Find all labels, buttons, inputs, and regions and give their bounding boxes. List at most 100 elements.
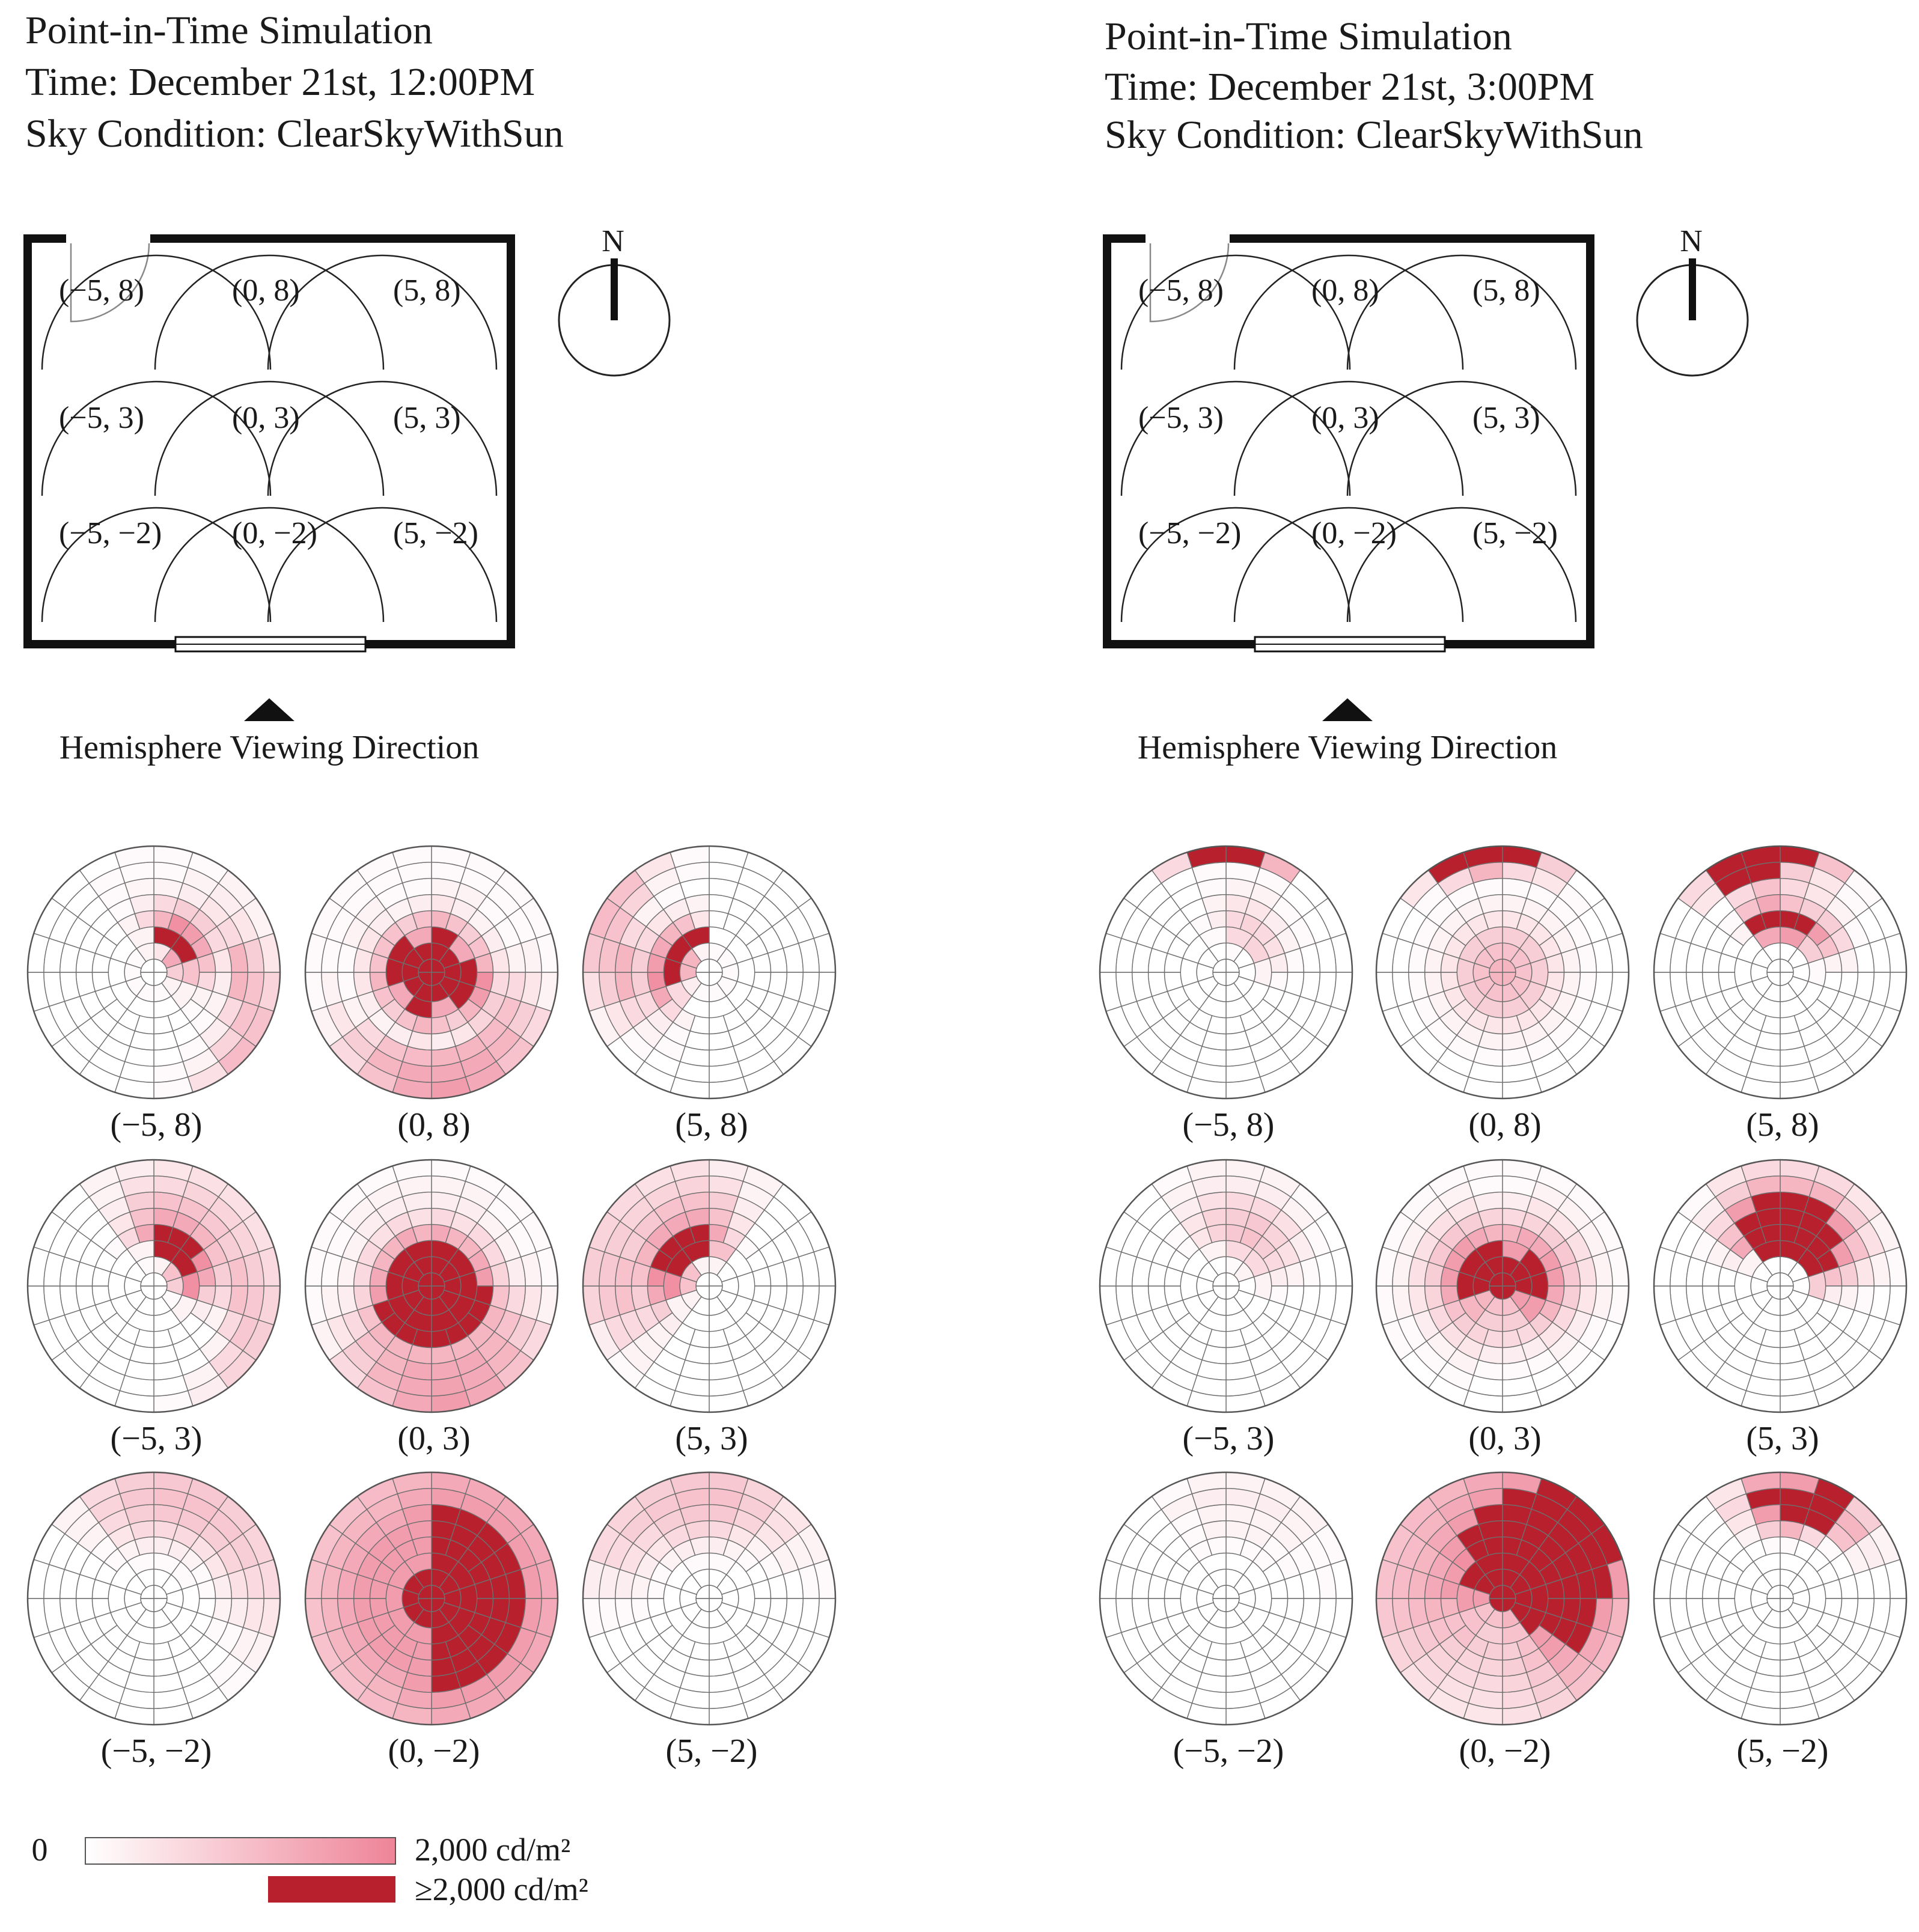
legend-zero-label: 0 [32, 1832, 48, 1868]
hemisphere-rim [304, 1471, 559, 1726]
hemisphere-plot: (5, 8) [582, 845, 837, 1144]
panel-afternoon: Point-in-Time Simulation Time: December … [1099, 14, 1908, 1770]
north-compass-icon: N [558, 224, 671, 377]
hemisphere-rim [26, 1159, 281, 1413]
panel-sky-condition: Sky Condition: ClearSkyWithSun [1105, 113, 1643, 157]
hemisphere-grid: (−5, 8) (0, 8) (5, 8) (−5, 3) (0, 3) (5, 3) (−… [26, 845, 837, 1770]
door-swing [1149, 243, 1230, 323]
hemisphere-rim [1653, 845, 1908, 1100]
hemisphere-plot: (5, 8) [1653, 845, 1908, 1144]
plan-point-label: (−5, 3) [1138, 401, 1224, 435]
plan-point-label: (0, −2) [232, 516, 317, 550]
plan-point-label: (5, 3) [1472, 401, 1540, 435]
legend-gradient-bar [85, 1837, 396, 1865]
plan-point-label: (0, 8) [232, 273, 300, 308]
hemisphere-rim [26, 845, 281, 1100]
hemisphere-rim [582, 1159, 837, 1413]
color-legend: 0 2,000 cd/m² ≥2,000 cd/m² [32, 1832, 588, 1907]
panel-time: Time: December 21st, 3:00PM [1105, 65, 1594, 109]
hemisphere-rim [1375, 1159, 1630, 1413]
hemisphere-label: (0, −2) [1459, 1732, 1551, 1770]
plan-point-label: (5, 8) [393, 273, 461, 308]
plan-point-label: (−5, 8) [1138, 273, 1224, 308]
hemisphere-rim [304, 1159, 559, 1413]
panel-time: Time: December 21st, 12:00PM [25, 60, 535, 104]
plan-point-label: (−5, 3) [59, 401, 144, 435]
plan-point-label: (0, −2) [1311, 516, 1397, 550]
hemisphere-label: (5, 8) [1746, 1106, 1819, 1144]
hemisphere-plot: (0, 3) [304, 1159, 559, 1457]
room-wall [23, 234, 515, 648]
hemisphere-plot: (−5, 3) [1099, 1159, 1353, 1457]
hemisphere-label: (−5, −2) [101, 1732, 212, 1770]
room-plan: (−5, 8) (0, 8) (5, 8) (−5, 3) (0, 3) (5,… [1103, 234, 1594, 653]
hemisphere-label: (−5, −2) [1173, 1732, 1284, 1770]
compass-north-label: N [1680, 224, 1703, 258]
hemisphere-rim [1099, 1159, 1353, 1413]
hemisphere-label: (0, 8) [397, 1106, 470, 1144]
panel-title: Point-in-Time Simulation [1105, 14, 1512, 58]
hemisphere-label: (5, 3) [1746, 1420, 1819, 1457]
legend-saturated-swatch [268, 1876, 395, 1903]
hemisphere-plot: (0, 3) [1375, 1159, 1630, 1457]
hemisphere-rim [1099, 1471, 1353, 1726]
hemisphere-grid: (−5, 8) (0, 8) (5, 8) (−5, 3) (0, 3) (5, 3) (−… [1099, 845, 1908, 1770]
plan-point-label: (−5, 8) [59, 273, 144, 308]
plan-point-label: (5, −2) [1472, 516, 1558, 550]
legend-max-label: 2,000 cd/m² [415, 1832, 570, 1868]
plan-point-label: (5, 3) [393, 401, 461, 435]
hemisphere-rim [26, 1471, 281, 1726]
hemisphere-plot: (5, −2) [1653, 1471, 1908, 1770]
hemisphere-plot: (0, −2) [1375, 1471, 1630, 1770]
plan-point-label: (0, 3) [232, 401, 300, 435]
hemisphere-label: (−5, 3) [111, 1420, 203, 1457]
plan-point-label: (5, 8) [1472, 273, 1540, 308]
hemisphere-label: (5, 3) [675, 1420, 748, 1457]
plan-point-label: (0, 8) [1311, 273, 1379, 308]
hemisphere-rim [1099, 845, 1353, 1100]
hemisphere-label: (5, −2) [666, 1732, 758, 1770]
hemisphere-plot: (5, −2) [582, 1471, 837, 1770]
triangle-up-icon [1322, 698, 1373, 721]
hemisphere-label: (0, 3) [397, 1420, 470, 1457]
hemisphere-label: (0, 3) [1468, 1420, 1541, 1457]
hemisphere-label: (−5, 8) [111, 1106, 203, 1144]
triangle-up-icon [244, 698, 294, 721]
panel-noon: Point-in-Time Simulation Time: December … [23, 8, 837, 1770]
compass-north-label: N [602, 224, 624, 258]
view-arcs [1120, 254, 1577, 623]
hemisphere-plot: (−5, −2) [26, 1471, 281, 1770]
viewing-direction-label: Hemisphere Viewing Direction [59, 729, 480, 766]
hemisphere-rim [1375, 845, 1630, 1100]
room-wall [1103, 234, 1594, 648]
hemisphere-plot: (5, 3) [1653, 1159, 1908, 1457]
hemisphere-label: (−5, 8) [1183, 1106, 1275, 1144]
hemisphere-rim [1653, 1159, 1908, 1413]
hemisphere-plot: (−5, 3) [26, 1159, 281, 1457]
hemisphere-plot: (0, 8) [1375, 845, 1630, 1144]
panel-title: Point-in-Time Simulation [25, 8, 433, 52]
hemisphere-rim [582, 845, 837, 1100]
room-plan: (−5, 8) (0, 8) (5, 8) (−5, 3) (0, 3) (5,… [23, 234, 515, 653]
view-arcs [41, 254, 498, 623]
panel-sky-condition: Sky Condition: ClearSkyWithSun [25, 112, 564, 156]
plan-point-label: (5, −2) [393, 516, 478, 550]
hemisphere-rim [1653, 1471, 1908, 1726]
hemisphere-rim [304, 845, 559, 1100]
hemisphere-label: (−5, 3) [1183, 1420, 1275, 1457]
plan-point-label: (−5, −2) [59, 516, 162, 550]
hemisphere-label: (5, 8) [675, 1106, 748, 1144]
viewing-direction-label: Hemisphere Viewing Direction [1138, 729, 1558, 766]
north-compass-icon: N [1636, 224, 1749, 377]
hemisphere-plot: (−5, −2) [1099, 1471, 1353, 1770]
hemisphere-rim [582, 1471, 837, 1726]
hemisphere-plot: (0, 8) [304, 845, 559, 1144]
plan-point-label: (0, 3) [1311, 401, 1379, 435]
hemisphere-label: (5, −2) [1737, 1732, 1829, 1770]
hemisphere-label: (0, 8) [1468, 1106, 1541, 1144]
door-swing [70, 243, 150, 323]
hemisphere-plot: (−5, 8) [26, 845, 281, 1144]
legend-over-label: ≥2,000 cd/m² [415, 1871, 588, 1907]
hemisphere-plot: (5, 3) [582, 1159, 837, 1457]
